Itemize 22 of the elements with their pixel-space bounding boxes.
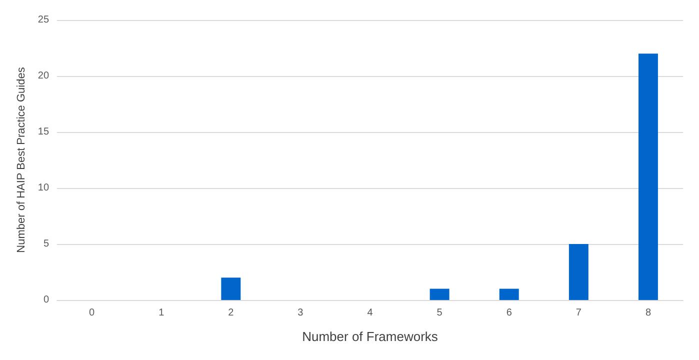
y-tick-label: 15: [38, 126, 50, 138]
x-tick-label: 2: [228, 308, 234, 318]
bar: [638, 54, 658, 300]
x-tick-label: 6: [506, 308, 512, 318]
y-tick-label: 25: [38, 14, 50, 26]
x-tick-label: 4: [367, 308, 374, 318]
x-axis-title: Number of Frameworks: [302, 329, 438, 344]
bar: [568, 244, 588, 300]
y-axis-title: Number of HAIP Best Practice Guides: [16, 66, 28, 253]
x-tick-label: 0: [89, 308, 96, 318]
x-tick-label: 8: [645, 308, 652, 318]
x-tick-label: 3: [298, 308, 304, 318]
x-tick-label: 5: [436, 308, 443, 318]
y-tick-label: 0: [43, 294, 50, 306]
bar: [221, 278, 241, 300]
y-tick-label: 20: [38, 70, 50, 82]
x-tick-label: 7: [576, 308, 582, 318]
y-tick-label: 5: [43, 238, 50, 250]
y-tick-label: 10: [38, 182, 50, 194]
bar: [430, 288, 450, 300]
x-tick-label: 1: [158, 308, 165, 318]
bar: [499, 288, 519, 300]
